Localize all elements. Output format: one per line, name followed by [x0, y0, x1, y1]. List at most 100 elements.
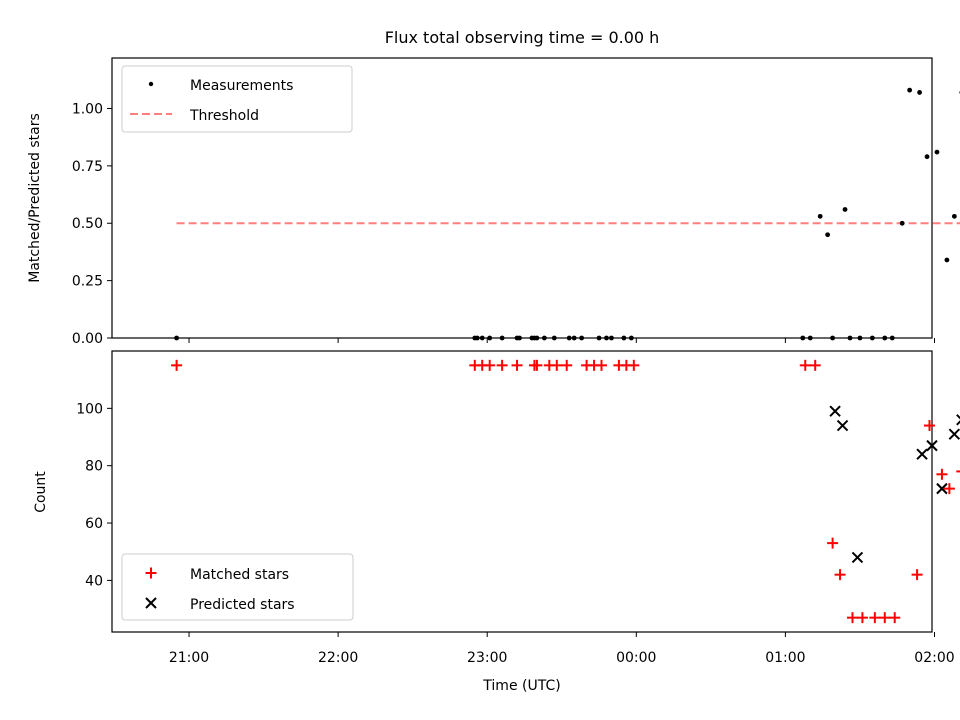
matched-star-point: [799, 359, 811, 371]
legend-matched-label: Matched stars: [190, 567, 289, 583]
count-x-tick-label: 00:00: [616, 650, 656, 666]
count-y-axis: 40 60 80 100: [76, 401, 112, 589]
measurement-point: [917, 90, 922, 95]
measurement-point: [609, 335, 614, 341]
x-axis-label: Time (UTC): [482, 678, 560, 694]
count-x-tick-label: 23:00: [467, 650, 507, 666]
matched-star-point: [869, 612, 881, 624]
measurement-point: [628, 335, 634, 341]
legend-threshold-label: Threshold: [189, 108, 259, 124]
matched-star-point: [551, 359, 563, 371]
matched-star-point: [924, 420, 936, 432]
measurement-point: [499, 335, 505, 341]
matched-star-point: [511, 359, 523, 371]
measurement-point: [479, 335, 485, 341]
matched-star-point: [889, 612, 901, 624]
measurement-point: [596, 335, 602, 341]
legend-plus-glyph: [145, 567, 157, 579]
predicted-star-point: [836, 419, 849, 432]
ratio-y-tick-label: 1.00: [72, 101, 103, 117]
matched-star-point: [484, 359, 496, 371]
count-x-tick-label: 02:00: [914, 650, 954, 666]
ratio-legend: Measurements Threshold: [121, 65, 353, 133]
ratio-panel: 0.00 0.25 0.50 0.75 1.00 Matched/Predicted s…: [27, 57, 960, 347]
measurement-point: [551, 335, 557, 341]
measurement-point: [566, 335, 572, 341]
count-legend: Matched stars Predicted stars: [121, 553, 354, 621]
measurement-point: [174, 335, 180, 341]
measurement-point: [869, 335, 875, 341]
matched-stars-series: [171, 359, 960, 624]
matched-star-point: [856, 612, 868, 624]
matched-star-point: [171, 359, 183, 371]
measurement-point: [857, 335, 863, 341]
matched-star-point: [879, 612, 891, 624]
measurement-point: [889, 335, 895, 341]
matched-star-point: [827, 537, 839, 549]
matched-star-point: [531, 359, 543, 371]
predicted-marker-b: [145, 597, 157, 609]
measurement-point: [487, 335, 493, 341]
matched-star-point: [943, 483, 955, 495]
measurement-point: [907, 87, 913, 93]
count-y-tick-label: 80: [85, 459, 103, 475]
matched-star-point: [846, 612, 858, 624]
predicted-stars-series: [829, 405, 960, 564]
ratio-x-axis: [188, 338, 935, 343]
measurement-point: [924, 154, 930, 160]
count-x-tick-label: 21:00: [169, 650, 209, 666]
predicted-marker-b: [836, 419, 849, 432]
measurement-point: [951, 213, 957, 219]
count-y-tick-label: 100: [76, 401, 103, 417]
chart-title: Flux total observing time = 0.00 h: [385, 28, 660, 47]
predicted-star-point: [936, 482, 948, 495]
measurement-point: [944, 257, 950, 263]
measurement-point: [842, 207, 848, 212]
legend-predicted-label: Predicted stars: [190, 597, 295, 613]
ratio-legend-box: [121, 65, 353, 133]
ratio-y-tick-label: 0.25: [72, 274, 103, 290]
ratio-plot-frame: [111, 57, 933, 339]
legend-measurements-label: Measurements: [190, 78, 293, 94]
measurement-point: [817, 213, 823, 219]
measurement-point: [579, 335, 585, 341]
count-y-tick-label: 60: [85, 516, 103, 532]
measurement-point: [621, 335, 627, 341]
predicted-star-point: [851, 551, 864, 564]
predicted-star-point: [926, 439, 938, 452]
measurement-point: [604, 335, 609, 341]
measurement-point: [847, 335, 853, 341]
count-x-tick-label: 22:00: [318, 650, 358, 666]
measurement-point: [882, 335, 888, 341]
ratio-y-tick-label: 0.00: [72, 331, 103, 347]
predicted-marker-b: [936, 482, 948, 495]
predicted-marker-b: [956, 420, 960, 426]
measurement-point: [800, 335, 806, 341]
count-panel: 40 60 80 100 21:00 22:00 23:00 00:00 01:00 02:00…: [33, 350, 960, 694]
ratio-y-axis: 0.00 0.25 0.50 0.75 1.00: [72, 101, 112, 347]
predicted-star-point: [956, 414, 960, 426]
measurement-point: [517, 335, 522, 341]
count-legend-box: [121, 553, 354, 621]
predicted-marker-b: [916, 448, 928, 460]
ratio-y-label: Matched/Predicted stars: [27, 113, 43, 283]
predicted-marker-b: [851, 551, 864, 564]
ratio-y-tick-label: 0.75: [72, 159, 103, 175]
measurement-point: [899, 220, 905, 226]
matched-star-point: [911, 569, 923, 581]
measurement-point: [830, 335, 836, 341]
measurements-series: [174, 87, 960, 341]
measurement-point: [807, 335, 813, 341]
legend-predicted-marker: [145, 597, 157, 609]
matched-star-point: [561, 359, 573, 371]
measurement-point: [934, 149, 940, 155]
predicted-star-point: [916, 448, 928, 460]
predicted-star-point: [948, 428, 960, 440]
ratio-y-tick-label: 0.50: [72, 216, 103, 232]
measurement-point: [541, 335, 547, 341]
measurement-point: [571, 335, 577, 341]
measurement-point: [825, 232, 831, 238]
legend-matched-marker: [145, 567, 157, 579]
